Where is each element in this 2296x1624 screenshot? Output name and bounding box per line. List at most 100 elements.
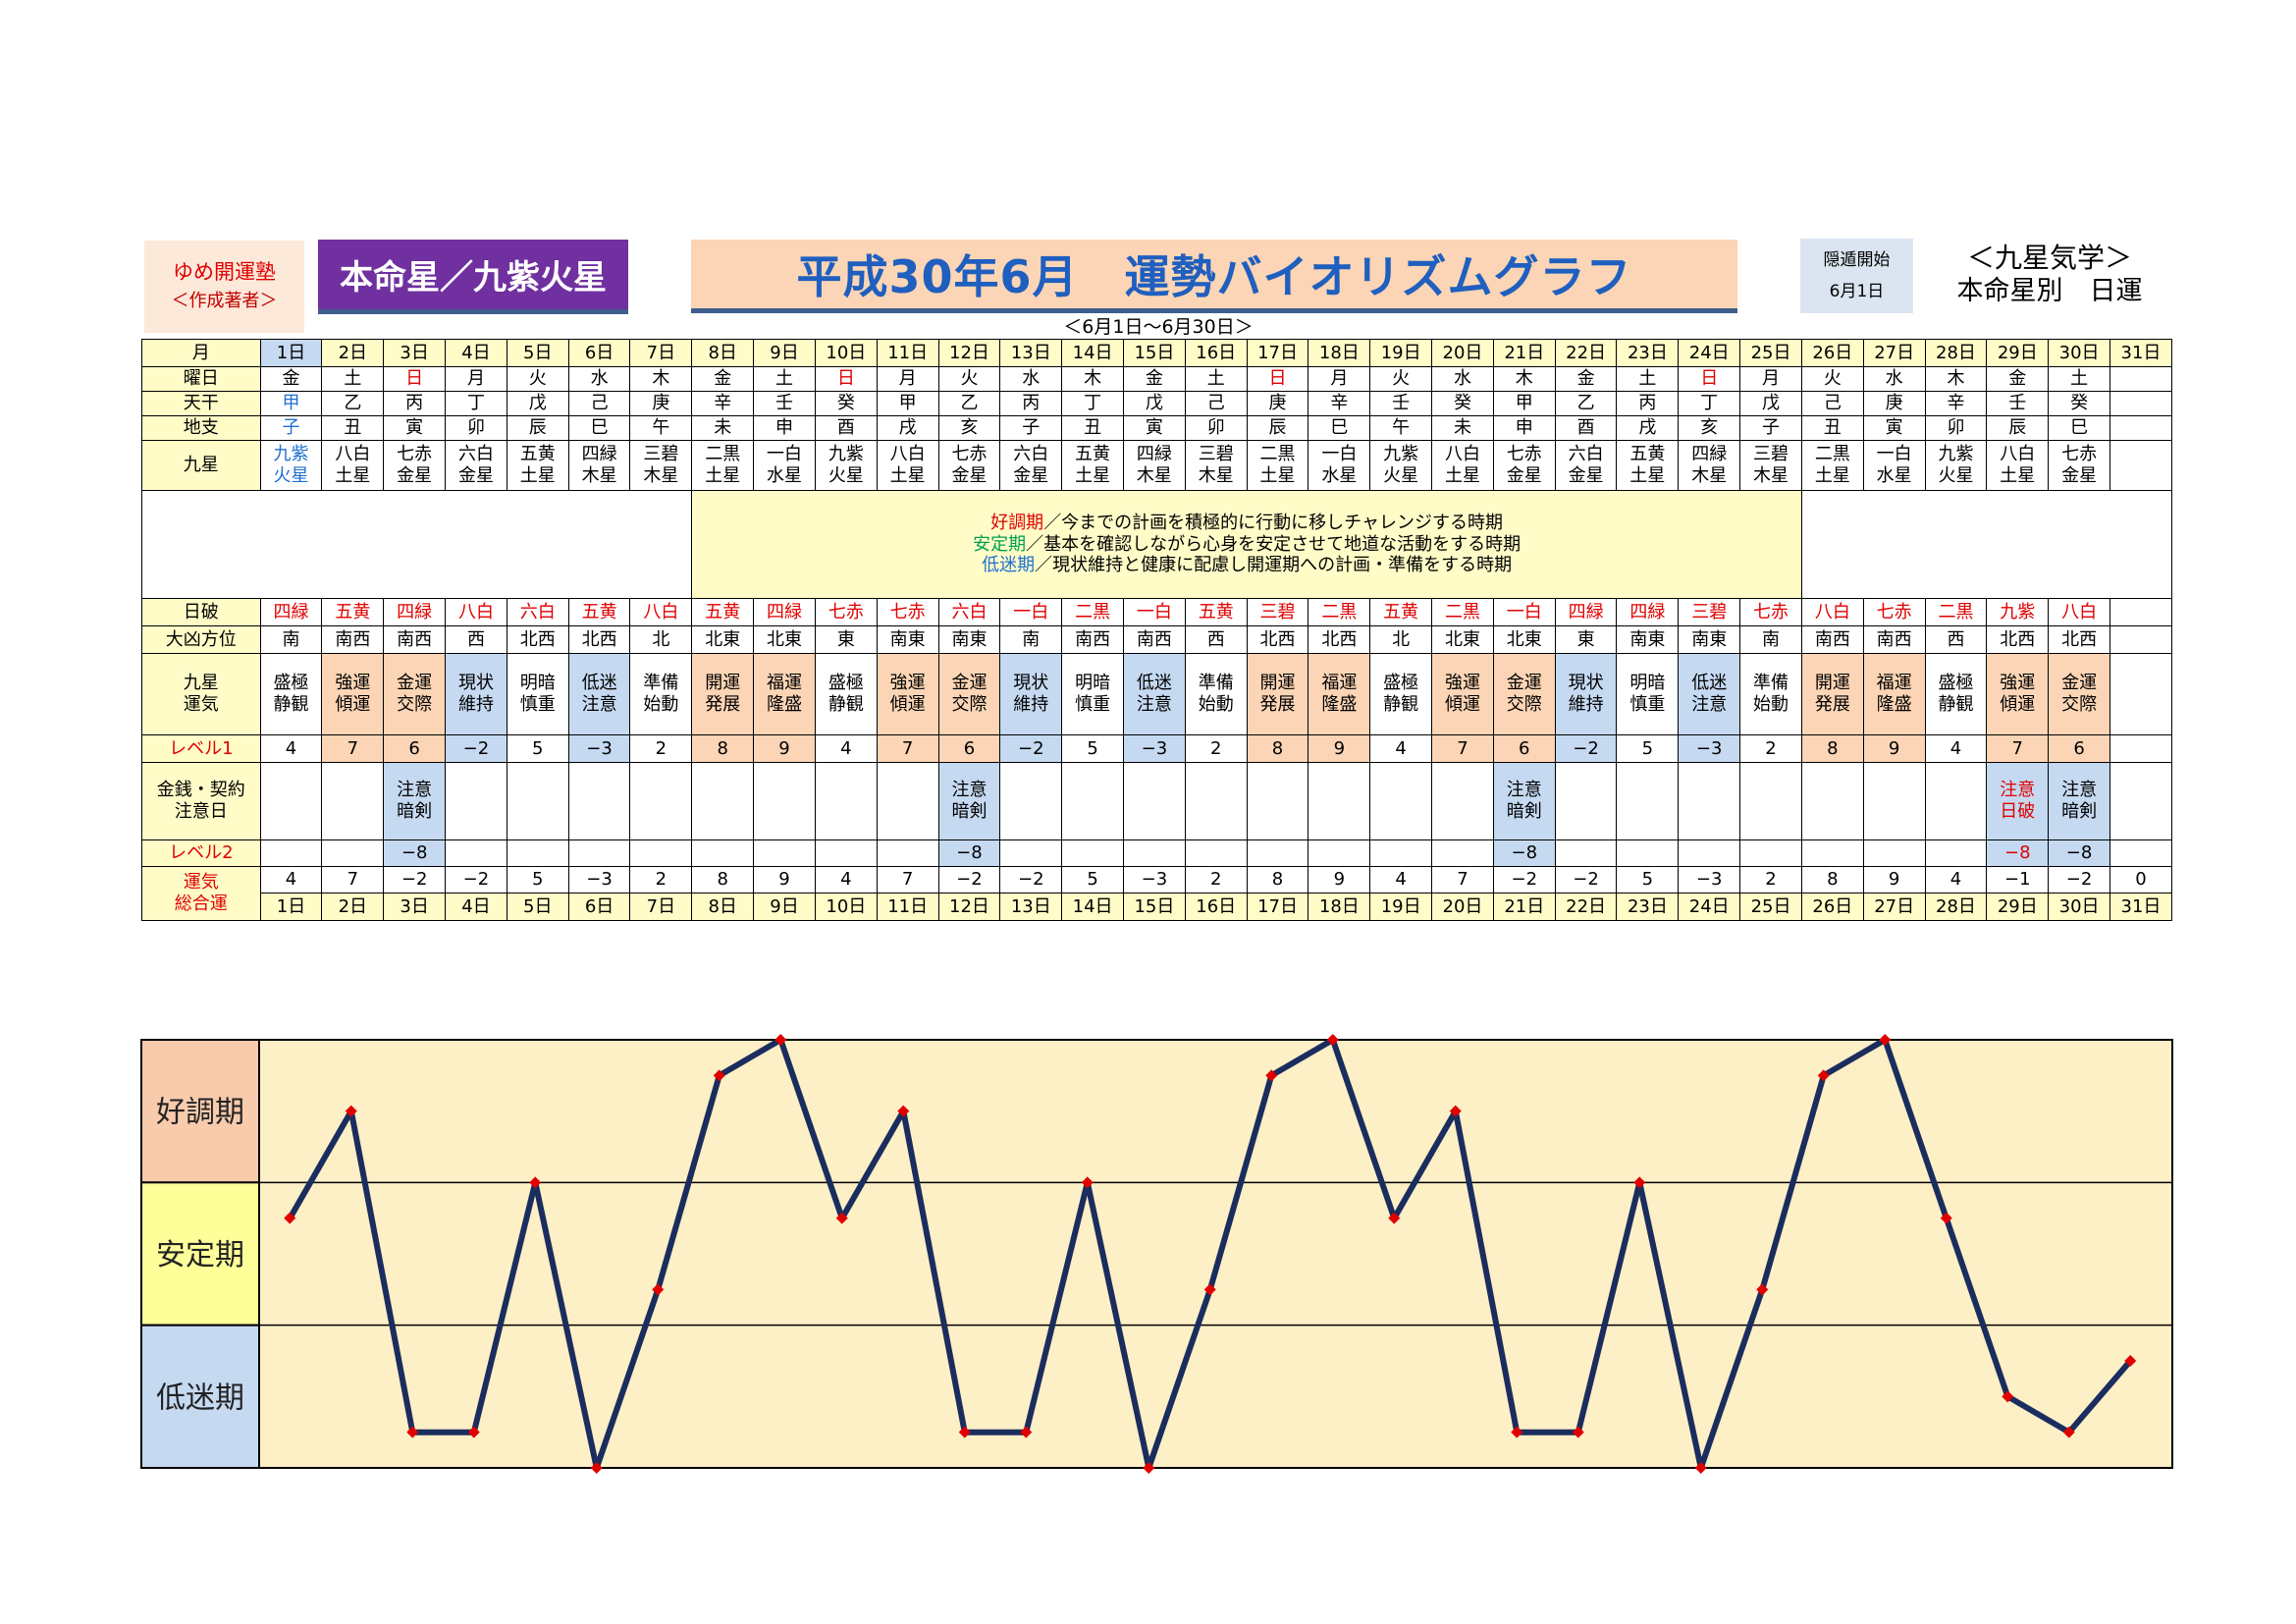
- tenkan-cell: 辛: [691, 391, 755, 416]
- daikyo-cell: 北東: [753, 625, 816, 654]
- kyusei-day-cell: 四緑 木星: [1678, 440, 1741, 491]
- level2-cell: [1924, 839, 1988, 867]
- kyusei-day-cell: 三碧 木星: [629, 440, 693, 491]
- kyusei-day-cell-line: 土星: [1075, 465, 1111, 486]
- chishi-cell: 戌: [876, 415, 939, 441]
- daikyo-cell: 東: [1554, 625, 1618, 654]
- row-daikyo-label: 大凶方位: [141, 625, 261, 654]
- level1-cell: 9: [753, 734, 816, 763]
- tenkan-cell: 庚: [629, 391, 693, 416]
- tenkan-cell: 己: [1184, 391, 1248, 416]
- data-point: [2124, 1355, 2137, 1367]
- unki-cell: 低迷 注意: [1122, 653, 1186, 735]
- money-cell-line: 暗剣: [2061, 801, 2098, 822]
- kyusei-day-cell-line: 八白: [335, 444, 371, 465]
- kyusei-day-cell-line: 水星: [767, 465, 803, 486]
- chishi-cell: 丑: [321, 415, 385, 441]
- level2-cell: [629, 839, 693, 867]
- daikyo-cell: 南東: [1678, 625, 1741, 654]
- kyusei-day-cell-line: 九紫: [828, 444, 864, 465]
- nippa-cell: 五黄: [567, 598, 631, 626]
- day-header: 8日: [691, 339, 755, 367]
- data-point: [529, 1176, 542, 1189]
- chishi-cell: 申: [1492, 415, 1556, 441]
- day-header: 11日: [876, 339, 939, 367]
- tenkan-cell: 甲: [259, 391, 323, 416]
- page-title: 平成30年6月 運勢バイオリズムグラフ: [691, 240, 1737, 308]
- money-cell: [876, 762, 939, 840]
- data-point: [958, 1426, 971, 1438]
- money-cell: 注意 暗剣: [2048, 762, 2110, 840]
- daikyo-cell: 北: [629, 625, 693, 654]
- unki-cell-line: 始動: [1753, 694, 1789, 715]
- money-cell-line: 暗剣: [1506, 801, 1542, 822]
- day-footer: 31日: [2109, 893, 2173, 921]
- chishi-cell: 卯: [445, 415, 507, 441]
- row-unki-label-line: 九星: [183, 673, 219, 694]
- total-cell: 4: [814, 866, 878, 893]
- daikyo-cell: 南: [259, 625, 323, 654]
- daikyo-cell: 北東: [1431, 625, 1494, 654]
- data-point: [1143, 1462, 1155, 1474]
- day-header: 18日: [1308, 339, 1371, 367]
- kyusei-day-cell-line: 金星: [951, 465, 988, 486]
- unki-cell: 準備 始動: [629, 653, 693, 735]
- chishi-cell: 辰: [506, 415, 569, 441]
- data-point: [2062, 1426, 2075, 1438]
- weekday-cell: 日: [814, 366, 878, 392]
- kyusei-day-cell-line: 金星: [1506, 465, 1542, 486]
- data-point: [1572, 1426, 1584, 1438]
- day-header: 25日: [1739, 339, 1802, 367]
- weekday-cell: 金: [1554, 366, 1618, 392]
- unki-cell-line: 静観: [828, 694, 864, 715]
- kyusei-day-cell-line: 一白: [1876, 444, 1912, 465]
- unki-cell-line: 注意: [581, 694, 617, 715]
- chishi-cell: 午: [1369, 415, 1433, 441]
- level2-cell: [1862, 839, 1926, 867]
- kyusei-day-cell-line: 二黒: [705, 444, 741, 465]
- daikyo-cell: 南東: [876, 625, 939, 654]
- total-cell: 7: [876, 866, 939, 893]
- day-footer: 7日: [629, 893, 693, 921]
- nippa-cell: 七赤: [1862, 598, 1926, 626]
- total-cell: −2: [445, 866, 507, 893]
- day-header: 19日: [1369, 339, 1433, 367]
- kyusei-day-cell-line: 土星: [519, 465, 556, 486]
- level2-cell: [1061, 839, 1124, 867]
- kyusei-day-cell-line: 火星: [1383, 465, 1419, 486]
- unki-cell: 盛極 静観: [1924, 653, 1988, 735]
- kyusei-day-cell-line: 二黒: [1259, 444, 1296, 465]
- unki-cell: 低迷 注意: [567, 653, 631, 735]
- data-point: [1879, 1034, 1892, 1046]
- kyusei-day-cell-line: 五黄: [1075, 444, 1111, 465]
- weekday-cell: 水: [567, 366, 631, 392]
- kyusei-day-cell-line: 土星: [335, 465, 371, 486]
- chishi-cell: 未: [691, 415, 755, 441]
- unki-cell-line: 開運: [1259, 673, 1296, 694]
- nippa-cell: 三碧: [1246, 598, 1309, 626]
- unki-cell-line: 金運: [1506, 673, 1542, 694]
- unki-cell-line: 開運: [1814, 673, 1850, 694]
- money-cell: [814, 762, 878, 840]
- nippa-cell: 四緑: [383, 598, 447, 626]
- weekday-cell: 火: [506, 366, 569, 392]
- tenkan-cell: 壬: [753, 391, 816, 416]
- day-footer: 17日: [1246, 893, 1309, 921]
- data-point: [2002, 1390, 2014, 1403]
- level1-cell: 6: [2048, 734, 2110, 763]
- tenkan-cell: 癸: [814, 391, 878, 416]
- unki-cell: 強運 傾運: [1431, 653, 1494, 735]
- total-cell: 4: [259, 866, 323, 893]
- unki-cell-line: 隆盛: [767, 694, 803, 715]
- money-cell-line: 日破: [2000, 801, 2036, 822]
- unki-cell-line: 発展: [1814, 694, 1850, 715]
- unki-cell-line: 低迷: [1136, 673, 1172, 694]
- weekday-cell: 金: [259, 366, 323, 392]
- data-point: [713, 1069, 725, 1082]
- row-level2: レベル2 −8 −8 −8 −8 −8: [141, 839, 2173, 867]
- money-cell: [1678, 762, 1741, 840]
- chishi-cell: 未: [1431, 415, 1494, 441]
- nippa-cell: 一白: [999, 598, 1063, 626]
- kyusei-day-cell-line: 三碧: [1198, 444, 1234, 465]
- weekday-cell: 月: [1739, 366, 1802, 392]
